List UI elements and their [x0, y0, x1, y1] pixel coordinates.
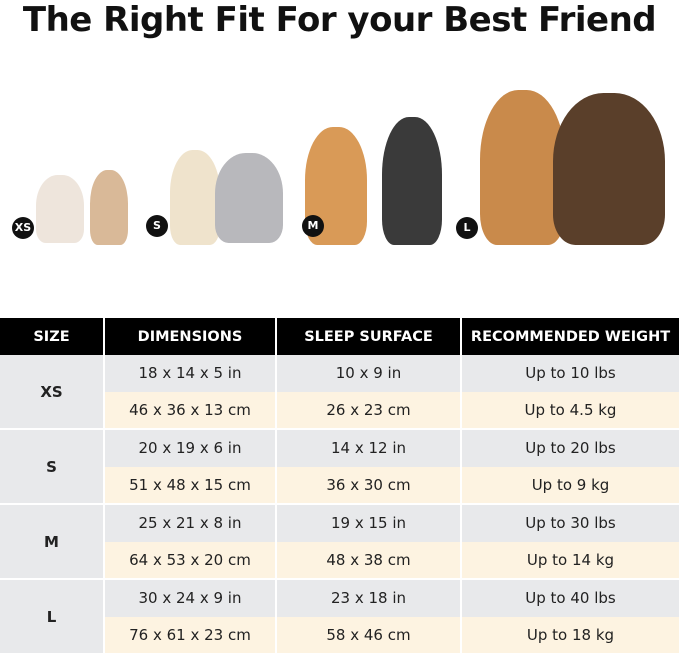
table-row: XS 18 x 14 x 5 in 10 x 9 in Up to 10 lbs [0, 355, 679, 430]
xs-cat-image [36, 175, 84, 243]
xs-chihuahua-image [90, 170, 128, 245]
table-row: 46 x 36 x 13 cm 26 x 23 cm Up to 4.5 kg [0, 391, 679, 430]
sleep-surface-cell: 26 x 23 cm [275, 391, 461, 430]
size-cell: L [0, 579, 104, 655]
dimensions-cell: 51 x 48 x 15 cm [103, 466, 276, 505]
sleep-surface-cell: 48 x 38 cm [275, 541, 461, 580]
weight-cell: Up to 18 kg [460, 616, 679, 655]
table-header: SIZE DIMENSIONS SLEEP SURFACE RECOMMENDE… [0, 318, 679, 355]
dimensions-cell: 30 x 24 x 9 in [103, 579, 276, 617]
table-row: 51 x 48 x 15 cm 36 x 30 cm Up to 9 kg [0, 466, 679, 505]
size-badge-m: M [302, 215, 324, 237]
sleep-surface-cell: 58 x 46 cm [275, 616, 461, 655]
sleep-surface-cell: 23 x 18 in [275, 579, 461, 617]
header-sleep-surface: SLEEP SURFACE [275, 318, 461, 355]
size-cell: XS [0, 355, 104, 430]
m-border-collie-image [382, 117, 442, 245]
dimensions-cell: 18 x 14 x 5 in [103, 355, 276, 392]
table-row: L 30 x 24 x 9 in 23 x 18 in Up to 40 lbs [0, 579, 679, 655]
dimensions-cell: 25 x 21 x 8 in [103, 504, 276, 542]
sleep-surface-cell: 14 x 12 in [275, 429, 461, 467]
s-poodle-image [170, 150, 220, 245]
l-collie-image [553, 93, 665, 245]
weight-cell: Up to 10 lbs [460, 355, 679, 392]
weight-cell: Up to 4.5 kg [460, 391, 679, 430]
l-golden-retriever-image [480, 90, 565, 245]
size-cell: M [0, 504, 104, 580]
header-size: SIZE [0, 318, 104, 355]
page-title: The Right Fit For your Best Friend [22, 0, 657, 40]
pets-illustration: XS S M L [0, 85, 679, 250]
dimensions-cell: 64 x 53 x 20 cm [103, 541, 276, 580]
size-cell: S [0, 429, 104, 505]
size-chart-table: SIZE DIMENSIONS SLEEP SURFACE RECOMMENDE… [0, 318, 679, 655]
size-badge-l: L [456, 217, 478, 239]
table-row: S 20 x 19 x 6 in 14 x 12 in Up to 20 lbs [0, 429, 679, 505]
size-badge-s: S [146, 215, 168, 237]
s-cat-image [215, 153, 283, 243]
weight-cell: Up to 14 kg [460, 541, 679, 580]
sleep-surface-cell: 10 x 9 in [275, 355, 461, 392]
size-badge-xs: XS [12, 217, 34, 239]
header-recommended-weight: RECOMMENDED WEIGHT [460, 318, 679, 355]
sleep-surface-cell: 36 x 30 cm [275, 466, 461, 505]
dimensions-cell: 76 x 61 x 23 cm [103, 616, 276, 655]
weight-cell: Up to 30 lbs [460, 504, 679, 542]
dimensions-cell: 46 x 36 x 13 cm [103, 391, 276, 430]
weight-cell: Up to 20 lbs [460, 429, 679, 467]
header-dimensions: DIMENSIONS [103, 318, 276, 355]
weight-cell: Up to 9 kg [460, 466, 679, 505]
table-row: M 25 x 21 x 8 in 19 x 15 in Up to 30 lbs [0, 504, 679, 580]
table-row: 64 x 53 x 20 cm 48 x 38 cm Up to 14 kg [0, 541, 679, 580]
dimensions-cell: 20 x 19 x 6 in [103, 429, 276, 467]
weight-cell: Up to 40 lbs [460, 579, 679, 617]
sleep-surface-cell: 19 x 15 in [275, 504, 461, 542]
